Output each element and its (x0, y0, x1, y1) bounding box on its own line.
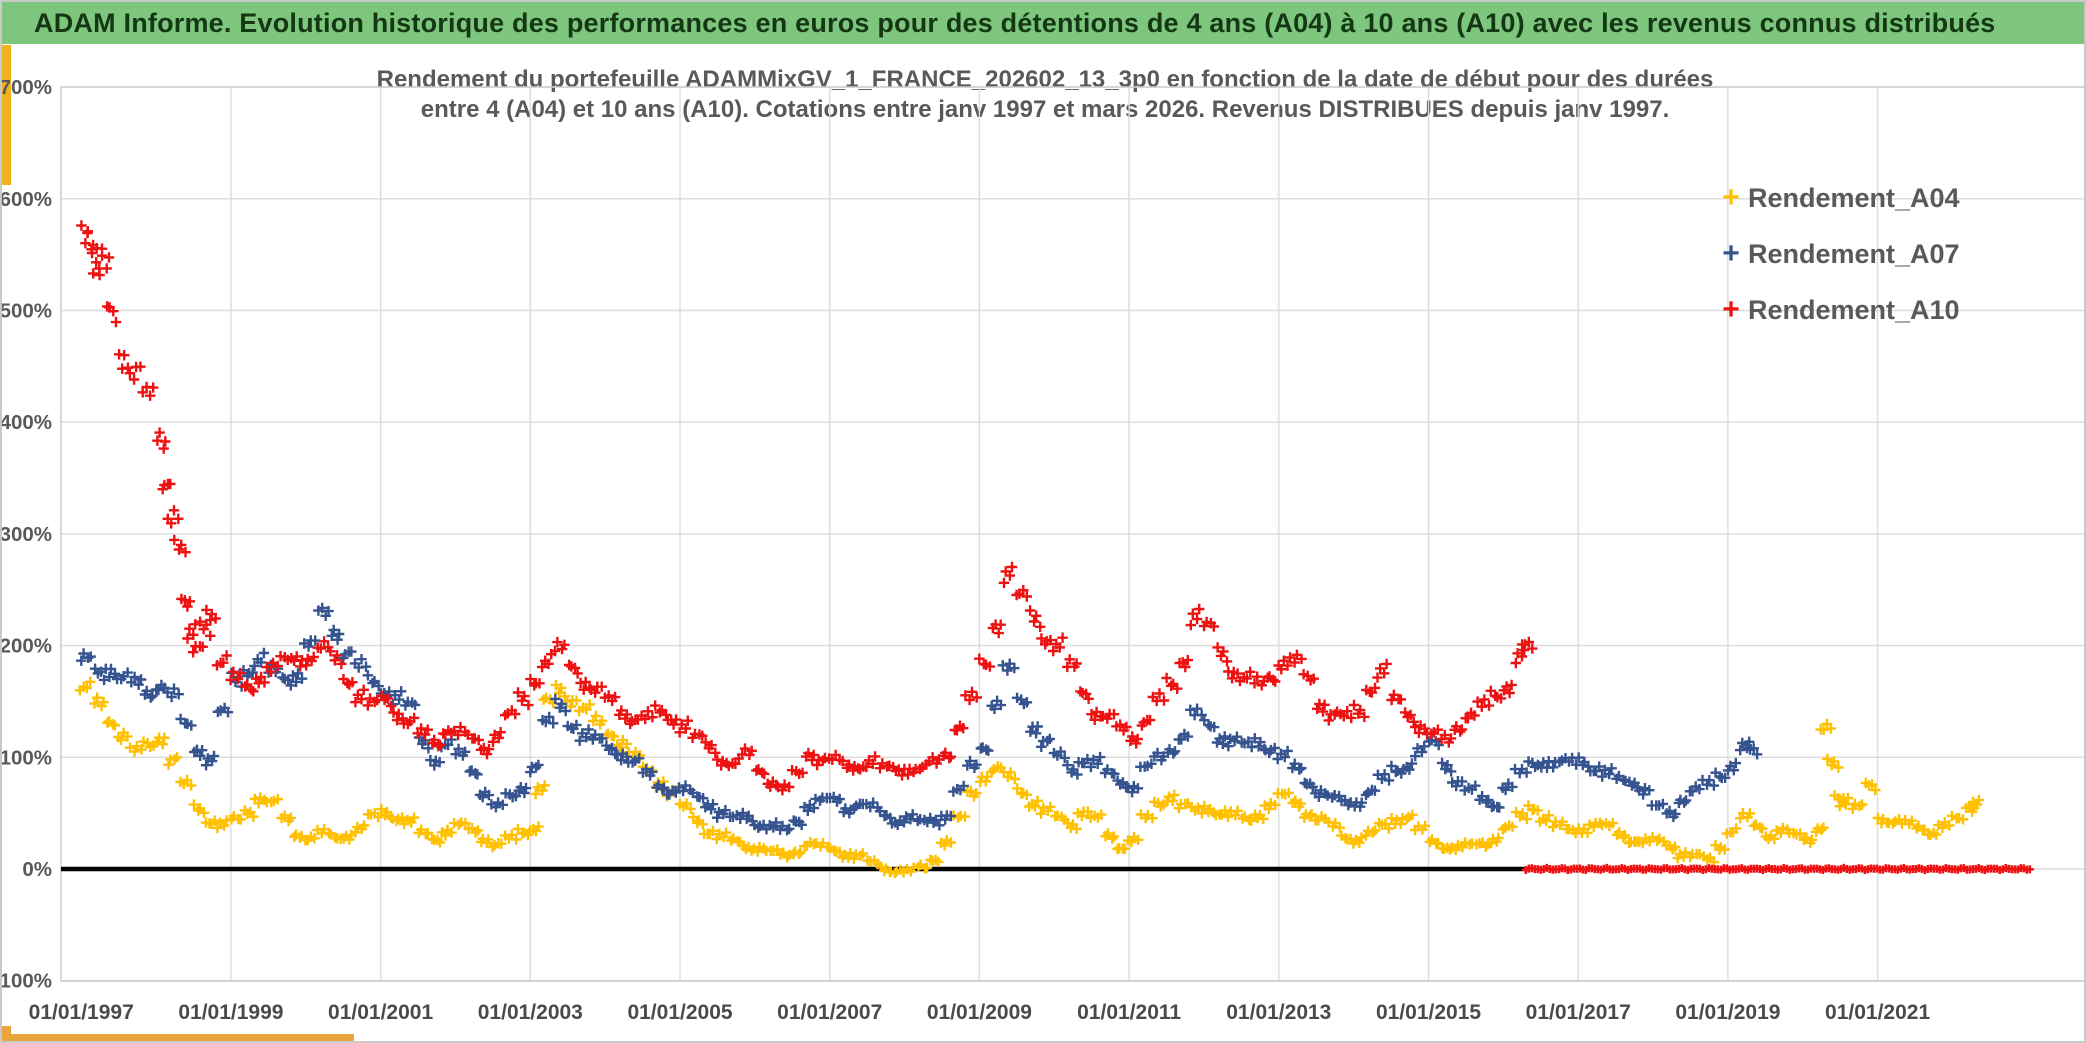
header-title: ADAM Informe. Evolution historique des p… (34, 7, 1996, 38)
x-axis-label: 01/01/1997 (29, 1001, 134, 1024)
y-axis-label: 500% (2, 300, 52, 323)
series-Rendement_A10 (76, 220, 1538, 796)
bottom-left-corner-mark (2, 1026, 11, 1041)
left-accent-bar (2, 45, 11, 185)
x-axis-label: 01/01/2007 (777, 1001, 882, 1024)
x-axis-label: 01/01/2013 (1226, 1001, 1331, 1024)
x-axis-label: 01/01/2019 (1675, 1001, 1780, 1024)
y-axis-label: 0% (22, 858, 52, 881)
y-axis-label: 400% (2, 411, 52, 434)
x-axis-label: 01/01/1999 (178, 1001, 283, 1024)
x-axis-label: 01/01/2021 (1825, 1001, 1930, 1024)
legend-item-rendement-a04[interactable]: + Rendement_A04 (1716, 181, 1960, 215)
series-Rendement_A07 (76, 602, 1763, 836)
x-axis-label: 01/01/2005 (627, 1001, 732, 1024)
legend-label: Rendement_A04 (1748, 182, 1960, 213)
legend-item-rendement-a10[interactable]: + Rendement_A10 (1716, 293, 1960, 327)
chart-title-line2: entre 4 (A04) et 10 ans (A10). Cotations… (420, 96, 1670, 123)
legend-label: Rendement_A10 (1748, 294, 1960, 325)
x-axis-label: 01/01/2011 (1077, 1001, 1181, 1024)
legend-item-rendement-a07[interactable]: + Rendement_A07 (1716, 237, 1960, 271)
x-axis-label: 01/01/2015 (1376, 1001, 1481, 1024)
series-zero-segment-Rendement_A10 (1521, 863, 2034, 875)
x-axis-label: 01/01/2009 (927, 1001, 1032, 1024)
header-banner: ADAM Informe. Evolution historique des p… (2, 2, 2084, 44)
y-axis-label: 700% (2, 76, 52, 99)
y-axis-label: 600% (2, 188, 52, 211)
plus-marker-icon: + (1722, 293, 1740, 326)
x-axis-label: 01/01/2001 (328, 1001, 433, 1024)
series-Rendement_A04 (74, 676, 1985, 879)
chart-title-line1: Rendement du portefeuille ADAMMixGV_1_FR… (376, 66, 1714, 93)
y-axis-label: 100% (2, 746, 52, 769)
plus-marker-icon: + (1722, 181, 1740, 214)
y-axis-label: 300% (2, 523, 52, 546)
x-axis-label: 01/01/2003 (478, 1001, 583, 1024)
y-axis-label: -100% (2, 970, 52, 993)
legend-label: Rendement_A07 (1748, 238, 1960, 269)
plus-marker-icon: + (1722, 237, 1740, 270)
x-axis-label: 01/01/2017 (1526, 1001, 1631, 1024)
bottom-scroll-strip[interactable] (2, 1034, 354, 1041)
plot-border (60, 86, 2084, 982)
y-axis-label: 200% (2, 635, 52, 658)
